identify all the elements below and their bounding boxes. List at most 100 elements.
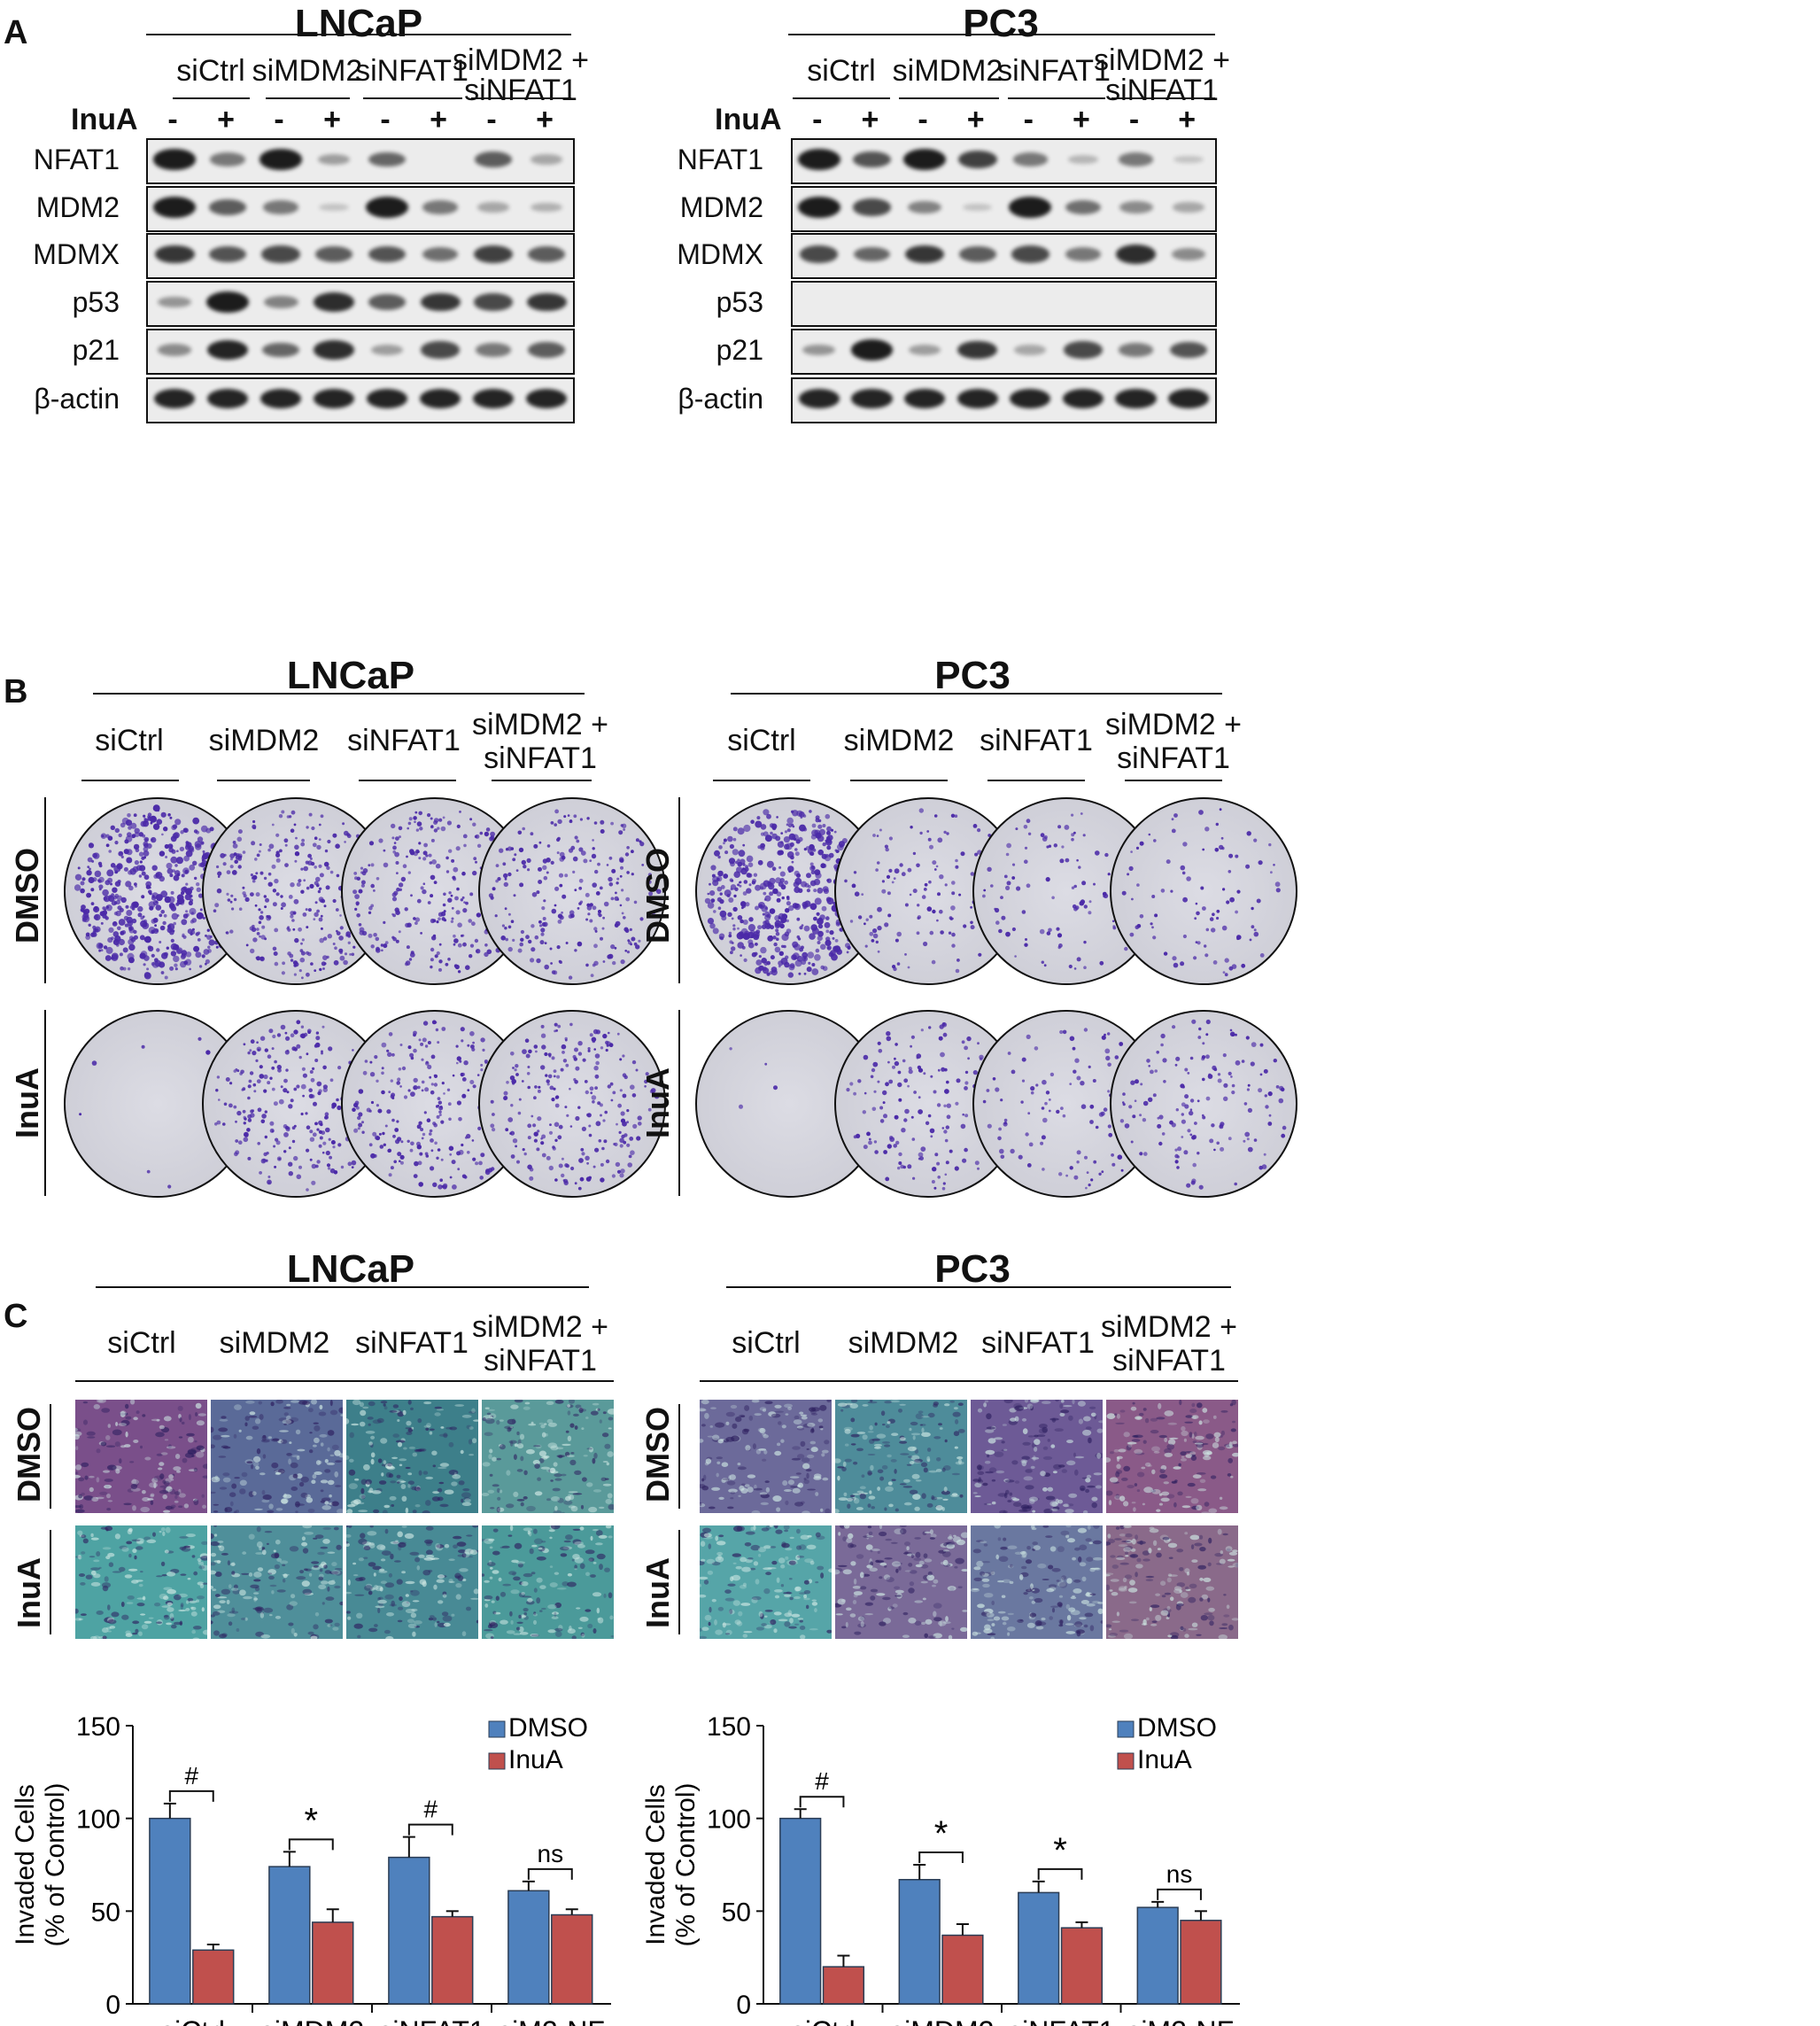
colony-title-rule-PC3 — [731, 693, 1222, 695]
invasion-micrograph-DMSO-LNCaP — [346, 1400, 478, 1513]
colony-dots — [213, 810, 382, 980]
invasion-group-rule-LNCaP — [75, 1380, 614, 1382]
y-tick-label: 150 — [707, 1712, 751, 1742]
treatment-sign-PC3: + — [966, 103, 985, 136]
invasion-micrograph-DMSO-PC3 — [971, 1400, 1103, 1513]
y-tick-label: 0 — [736, 1991, 751, 2020]
x-category-label: siMDM2 — [890, 2015, 994, 2026]
colony-group-siCtrl-LNCaP: siCtrl — [95, 724, 164, 757]
blot-box-p53-LNCaP — [146, 281, 575, 327]
colony-dots — [844, 808, 1015, 974]
invasion-title-rule-LNCaP — [96, 1286, 589, 1288]
invasion-micrograph-InuA-LNCaP — [346, 1525, 478, 1639]
blot-band — [802, 344, 836, 356]
colony-dots — [490, 1022, 660, 1191]
blot-group-siCtrl-LNCaP: siCtrl — [176, 54, 245, 88]
blot-band — [853, 246, 890, 262]
significance-bracket — [168, 1789, 214, 1802]
blot-band — [206, 388, 249, 409]
blot-band — [1118, 152, 1154, 167]
blot-band — [368, 151, 406, 167]
treatment-sign-PC3: + — [1178, 103, 1197, 136]
blot-band — [962, 203, 993, 212]
blot-band — [263, 295, 298, 309]
blot-band — [263, 200, 298, 214]
treatment-sign-LNCaP: - — [274, 103, 284, 136]
micrograph-texture — [971, 1525, 1103, 1639]
y-axis-label-line1: Invaded Cells — [641, 1784, 670, 1945]
y-axis-label-line1: Invaded Cells — [11, 1784, 40, 1945]
significance-bracket — [1157, 1888, 1202, 1900]
bar-DMSO — [779, 1817, 822, 2005]
invasion-micrograph-InuA-LNCaP — [482, 1525, 614, 1639]
panel-c-letter: C — [4, 1298, 28, 1335]
invasion-group-combo-line2-LNCaP: siNFAT1 — [484, 1344, 597, 1378]
y-tick-label: 100 — [76, 1805, 120, 1835]
treatment-sign-LNCaP: + — [217, 103, 235, 136]
colony-row-label-InuA-LNCaP: InuA — [9, 1067, 45, 1138]
blot-band — [903, 149, 946, 170]
micrograph-texture — [75, 1525, 207, 1639]
blot-band — [800, 245, 839, 263]
colony-group-siCtrl-PC3: siCtrl — [727, 724, 796, 757]
blot-group-combo-line2-PC3: siNFAT1 — [1105, 74, 1219, 107]
micrograph-texture — [211, 1400, 343, 1513]
bar-DMSO — [1018, 1891, 1060, 2005]
blot-band — [904, 245, 945, 264]
blot-band — [315, 246, 352, 262]
invasion-group-siMDM2-LNCaP: siMDM2 — [219, 1326, 330, 1360]
colony-title-rule-LNCaP — [93, 693, 585, 695]
colony-group-siMDM2-LNCaP: siMDM2 — [208, 724, 320, 757]
blot-band — [1010, 388, 1051, 409]
blot-band — [1169, 341, 1208, 359]
legend-swatch-DMSO — [488, 1720, 506, 1738]
x-category-label: siM2-NF — [498, 2015, 605, 2026]
blot-row-label-p21-LNCaP: p21 — [72, 334, 120, 366]
colony-dots — [1121, 808, 1281, 977]
invasion-row-bar-PC3 — [678, 1530, 680, 1634]
blot-band — [525, 388, 568, 409]
blot-band — [366, 388, 408, 409]
blot-band — [153, 149, 196, 170]
blot-group-siNFAT1-PC3: siNFAT1 — [997, 54, 1111, 88]
blot-band — [472, 388, 515, 409]
micrograph-texture — [346, 1400, 478, 1513]
micrograph-texture — [482, 1525, 614, 1639]
x-category-label: siNFAT1 — [1008, 2015, 1114, 2026]
blot-band — [1173, 202, 1205, 213]
bar-InuA — [192, 1949, 235, 2005]
blot-title-PC3: PC3 — [963, 2, 1039, 45]
blot-band — [370, 345, 404, 355]
blot-group-rule-PC3 — [1008, 97, 1105, 99]
invasion-micrograph-DMSO-LNCaP — [75, 1400, 207, 1513]
blot-band — [313, 388, 355, 409]
blot-row-label-beta_actin-LNCaP: β-actin — [34, 383, 120, 415]
x-category-label: siM2-NF — [1127, 2015, 1234, 2026]
bar-InuA — [941, 1934, 984, 2005]
colony-dish-InuA-PC3 — [1110, 1010, 1297, 1198]
blot-band — [528, 246, 565, 262]
significance-bracket — [799, 1796, 845, 1808]
blot-band — [319, 203, 349, 212]
invasion-micrograph-DMSO-PC3 — [835, 1400, 967, 1513]
blot-title-rule-LNCaP — [146, 34, 571, 35]
blot-band — [368, 294, 406, 310]
x-category-label: siMDM2 — [260, 2015, 364, 2026]
significance-mark: * — [1053, 1831, 1067, 1870]
y-tick-label: 0 — [105, 1991, 120, 2020]
blot-band — [1115, 245, 1157, 264]
blot-row-label-MDMX-LNCaP: MDMX — [33, 238, 120, 270]
significance-bracket — [407, 1823, 453, 1836]
blot-box-beta_actin-LNCaP — [146, 377, 575, 423]
colony-title-LNCaP: LNCaP — [286, 654, 415, 697]
micrograph-texture — [346, 1525, 478, 1639]
invasion-row-label-DMSO-LNCaP: DMSO — [11, 1407, 47, 1502]
colony-group-combo-line2-PC3: siNFAT1 — [1117, 741, 1230, 775]
blot-band — [908, 345, 941, 355]
treatment-sign-PC3: + — [1073, 103, 1090, 136]
invasion-group-combo-line1-LNCaP: siMDM2 + — [472, 1310, 608, 1344]
blot-row-label-MDMX-PC3: MDMX — [677, 238, 763, 270]
blot-box-NFAT1-LNCaP — [146, 138, 575, 184]
blot-band — [368, 245, 407, 263]
colony-dish-DMSO-PC3 — [1110, 797, 1297, 985]
